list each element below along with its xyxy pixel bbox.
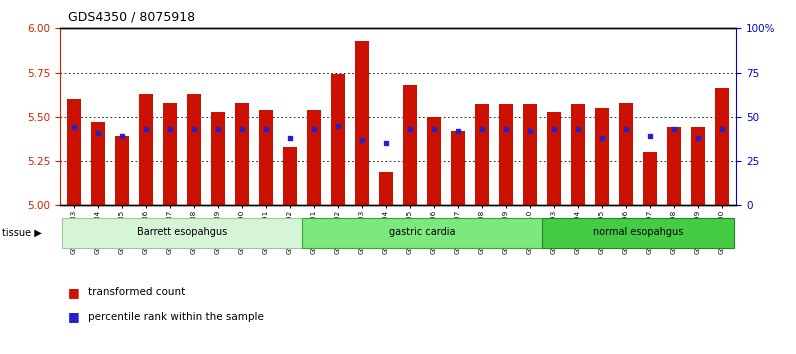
Bar [403,85,417,205]
Bar [355,41,369,205]
Text: normal esopahgus: normal esopahgus [593,227,683,237]
Bar [259,110,273,205]
Bar [571,104,585,205]
Bar [691,127,705,205]
Bar [595,108,609,205]
Bar [139,94,154,205]
Bar [235,103,249,205]
Bar [306,110,322,205]
Bar [331,74,345,205]
Bar [474,104,490,205]
Bar [523,104,537,205]
Bar [715,88,729,205]
Bar [283,147,297,205]
Bar [379,172,393,205]
Text: percentile rank within the sample: percentile rank within the sample [88,312,263,322]
Bar [618,103,633,205]
Bar [667,127,681,205]
Text: transformed count: transformed count [88,287,185,297]
Text: ■: ■ [68,310,80,323]
Bar [302,218,542,248]
Text: gastric cardia: gastric cardia [388,227,455,237]
Bar [187,94,201,205]
Bar [62,218,302,248]
Bar [499,104,513,205]
Bar [91,122,105,205]
Text: Barrett esopahgus: Barrett esopahgus [137,227,227,237]
Bar [642,152,657,205]
Text: ■: ■ [68,286,80,298]
Bar [211,112,225,205]
Bar [451,131,465,205]
Bar [427,117,441,205]
Bar [547,112,561,205]
Text: GDS4350 / 8075918: GDS4350 / 8075918 [68,11,195,24]
Text: tissue ▶: tissue ▶ [2,228,41,238]
Bar [67,99,81,205]
Bar [542,218,734,248]
Bar [115,136,129,205]
Bar [163,103,178,205]
